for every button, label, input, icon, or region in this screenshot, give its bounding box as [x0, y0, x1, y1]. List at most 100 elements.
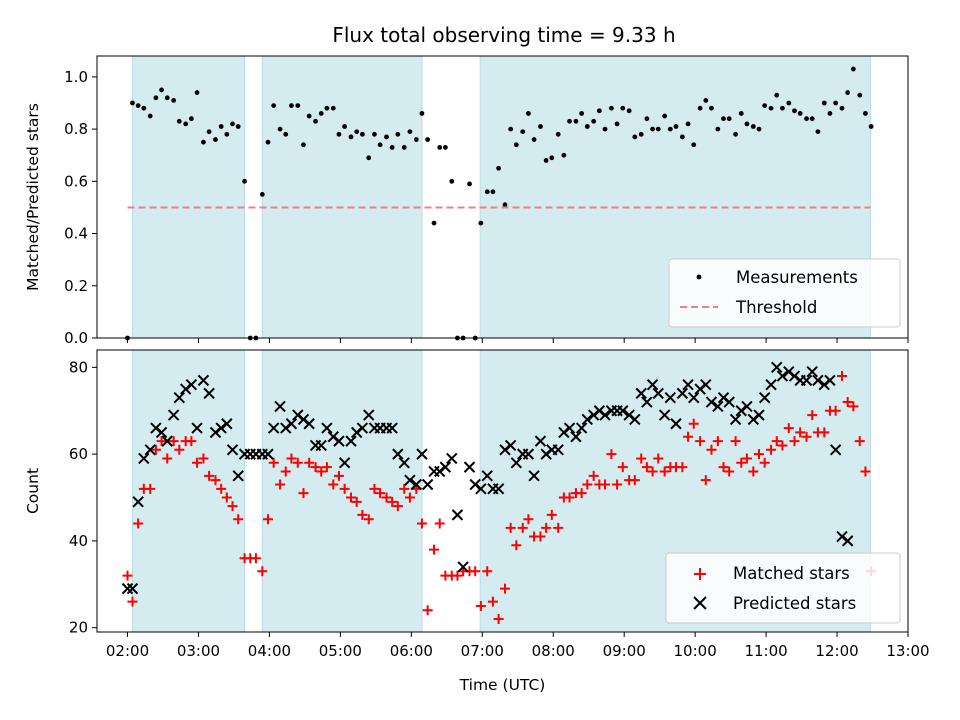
measurement-point — [520, 129, 526, 135]
matched-star-point — [122, 570, 133, 581]
predicted-star-point — [635, 387, 647, 400]
predicted-star-point — [446, 452, 458, 465]
predicted-star-point — [321, 422, 333, 434]
legend-matched-label: Matched stars — [733, 564, 850, 583]
measurement-point — [525, 111, 531, 116]
y-tick-label: 0.0 — [64, 329, 88, 347]
matched-star-point — [659, 466, 670, 477]
measurement-point — [691, 142, 697, 148]
top-legend: Measurements Threshold — [668, 258, 901, 328]
matched-star-point — [712, 436, 723, 447]
measurement-point — [591, 118, 597, 124]
predicted-star-point — [841, 535, 854, 547]
matched-star-point — [375, 488, 386, 499]
predicted-star-point — [534, 435, 547, 447]
matched-star-point — [186, 436, 197, 447]
matched-star-point — [741, 453, 752, 464]
predicted-star-point — [806, 365, 818, 378]
predicted-star-point — [386, 422, 398, 434]
measurement-point — [774, 92, 780, 98]
measurement-point — [301, 142, 306, 148]
matched-star-point — [404, 492, 415, 503]
measurement-point — [407, 129, 413, 135]
matched-star-point — [766, 444, 777, 455]
bottom-x-ticks: 02:00 03:00 04:00 05:00 06:00 07:00 08:00 09:00… — [106, 632, 930, 660]
matched-star-point — [351, 496, 362, 507]
x-tick-label: 07:00 — [461, 642, 504, 660]
measurement-point — [721, 116, 726, 122]
matched-star-point — [321, 462, 332, 473]
measurement-point — [833, 100, 839, 106]
matched-star-point — [369, 483, 380, 494]
matched-star-point — [819, 427, 830, 438]
measurement-point — [786, 100, 792, 106]
matched-star-point — [801, 431, 812, 442]
predicted-star-point — [510, 457, 523, 469]
measurement-point — [815, 129, 821, 135]
matched-star-point — [434, 518, 445, 529]
predicted-star-point — [664, 392, 677, 404]
measurement-point — [744, 121, 750, 127]
measurement-point — [213, 137, 218, 142]
predicted-star-point — [398, 457, 410, 469]
predicted-star-point — [617, 405, 629, 417]
predicted-star-point — [570, 431, 582, 443]
measurement-point — [164, 95, 170, 101]
measurement-point — [159, 87, 164, 93]
legend-threshold-label: Threshold — [735, 298, 817, 317]
measurement-point — [384, 134, 389, 140]
predicted-star-point — [285, 418, 298, 430]
measurement-point — [697, 105, 703, 111]
measurement-point — [372, 131, 377, 137]
matched-star-point — [837, 371, 848, 382]
measurement-point — [839, 105, 845, 111]
measurement-point — [449, 178, 455, 184]
measurement-point — [467, 181, 472, 187]
predicted-star-point — [345, 435, 357, 447]
predicted-star-point — [267, 422, 280, 434]
matched-star-point — [381, 492, 392, 503]
measurement-point — [318, 111, 324, 116]
predicted-star-point — [232, 470, 244, 482]
measurement-point — [153, 95, 159, 101]
matched-star-point — [795, 427, 806, 438]
matched-star-point — [612, 479, 623, 490]
predicted-star-point — [504, 439, 517, 452]
predicted-star-point — [333, 435, 345, 447]
matched-star-point — [346, 492, 357, 503]
panel-top: 0.0 0.2 0.4 0.6 0.8 1.0 Matched/Predicted sta… — [24, 55, 909, 347]
matched-star-point — [268, 457, 279, 468]
measurement-point — [756, 126, 762, 132]
measurement-point — [703, 97, 709, 103]
x-tick-label: 13:00 — [886, 642, 929, 660]
matched-star-point — [600, 479, 611, 490]
matched-star-point — [842, 397, 853, 408]
measurement-point — [602, 126, 608, 132]
x-tick-label: 02:00 — [106, 642, 149, 660]
measurement-point — [265, 139, 271, 145]
y-tick-label: 0.6 — [64, 172, 88, 190]
matched-star-point — [541, 522, 552, 533]
measurement-point — [194, 90, 200, 95]
x-tick-label: 05:00 — [319, 642, 362, 660]
matched-star-point — [316, 466, 327, 477]
matched-star-point — [470, 566, 481, 577]
measurement-point — [218, 124, 224, 129]
predicted-star-point — [155, 426, 168, 439]
measurement-point — [277, 126, 283, 132]
measurement-point — [655, 126, 661, 132]
matched-star-point — [553, 522, 564, 533]
measurement-point — [395, 131, 401, 137]
matched-star-point — [830, 405, 841, 416]
matched-star-point — [688, 418, 699, 429]
measurement-point — [242, 178, 247, 184]
matched-star-point — [429, 544, 440, 555]
measurement-point — [549, 155, 555, 161]
measurement-point — [868, 124, 874, 129]
matched-star-point — [576, 488, 587, 499]
matched-star-point — [848, 401, 859, 412]
matched-star-point — [280, 466, 291, 477]
measurement-point — [620, 105, 626, 111]
matched-star-point — [606, 449, 617, 460]
predicted-star-point — [599, 409, 611, 421]
